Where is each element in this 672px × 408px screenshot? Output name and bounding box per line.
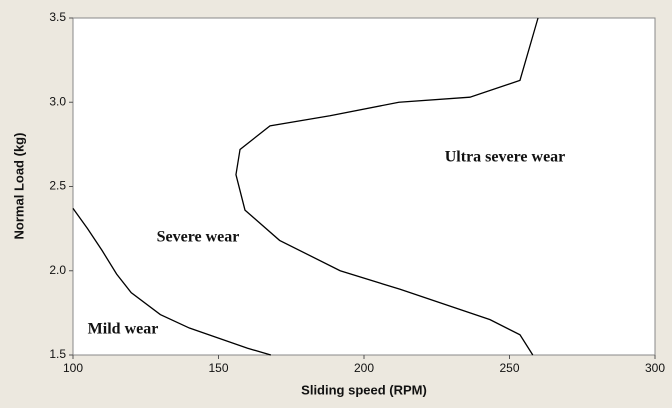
x-tick-label: 150 xyxy=(208,361,228,375)
x-tick-label: 300 xyxy=(645,361,665,375)
x-tick-label: 100 xyxy=(63,361,83,375)
region-label: Mild wear xyxy=(88,321,159,338)
x-tick-label: 250 xyxy=(499,361,519,375)
y-tick-label: 1.5 xyxy=(49,347,66,361)
x-axis-label: Sliding speed (RPM) xyxy=(301,382,427,397)
y-tick-label: 3.0 xyxy=(49,94,66,108)
region-label: Ultra severe wear xyxy=(445,149,566,166)
y-tick-label: 2.5 xyxy=(49,179,66,193)
y-tick-label: 2.0 xyxy=(49,263,66,277)
region-label: Severe wear xyxy=(157,229,240,246)
y-tick-label: 3.5 xyxy=(49,10,66,24)
boundary-line xyxy=(235,17,539,356)
plot-area xyxy=(72,17,656,356)
boundary-line xyxy=(72,208,272,356)
y-axis-label: Normal Load (kg) xyxy=(11,133,26,240)
x-tick-label: 200 xyxy=(354,361,374,375)
